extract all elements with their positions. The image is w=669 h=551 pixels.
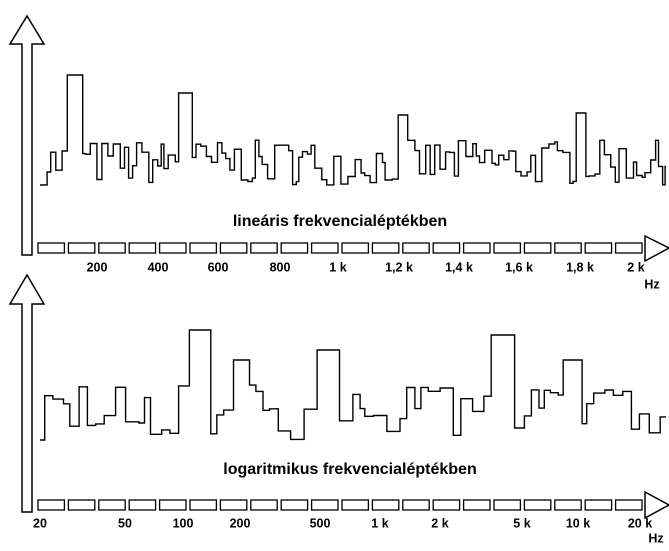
tick-label: 400 [148,260,169,274]
ruler-segment [584,499,613,511]
ruler-segment [341,242,370,254]
ruler-segment [67,499,96,511]
tick-label: 2 k [431,516,448,530]
ruler-segment [250,499,278,511]
ruler-segment [98,242,126,254]
linear-panel: lineáris frekvencialéptékben Hz 200 400 60… [8,14,669,291]
ruler-segment [310,499,339,511]
tick-label: 10 k [566,516,590,530]
ruler-segment [280,499,309,511]
ruler-segment [462,499,491,511]
frequency-arrow-head [644,234,669,263]
ruler-segment [250,242,278,254]
ruler-segment [67,242,96,254]
ruler-segment [310,242,339,254]
ruler-segment [462,242,491,254]
ruler-segment [371,242,400,254]
ruler-segment [523,499,552,511]
ruler-segment [493,242,522,254]
ruler-segment [402,242,430,254]
ruler-segment [158,242,187,254]
ruler-segment [158,499,187,511]
ruler-segment [493,499,522,511]
tick-label: 500 [310,516,331,530]
ruler-segment [128,242,157,254]
tick-label: 1 k [371,516,388,530]
ruler-segment [614,242,643,254]
tick-label: 200 [230,516,251,530]
ruler-segment [37,499,66,511]
ruler-segment [371,499,400,511]
tick-label: 600 [208,260,229,274]
caption: logaritmikus frekvencialéptékben [223,461,476,478]
tick-label: 1,6 k [505,260,533,274]
frequency-arrow-head [644,490,669,520]
ruler-segment [189,242,218,254]
tick-label: 1,2 k [385,260,413,274]
log-panel: logaritmikus frekvencialéptékben Hz 20 50… [8,273,669,545]
spectrum-trace [40,329,666,441]
ruler-segment [554,242,582,254]
ruler-segment [614,499,643,511]
ruler-segment [189,499,218,511]
tick-label: 1,4 k [445,260,473,274]
ruler-segment [584,242,613,254]
ruler-segment [219,242,248,254]
tick-label: 20 [33,516,47,530]
tick-label: 200 [87,260,108,274]
amplitude-arrow [8,273,46,513]
unit-label: Hz [648,531,663,545]
ruler-segment [128,499,157,511]
ruler-segment [554,499,582,511]
ruler-segment [402,499,430,511]
ruler-segment [341,499,370,511]
ruler-segment [432,499,461,511]
tick-label: 800 [270,260,291,274]
spectrum-trace [40,74,666,186]
ruler-segment [432,242,461,254]
amplitude-arrow [8,14,46,256]
ruler-segment [280,242,309,254]
tick-label: 20 k [628,516,652,530]
unit-label: Hz [644,277,659,291]
ruler-segment [98,499,126,511]
ruler-segment [523,242,552,254]
ruler-segment [219,499,248,511]
caption: lineáris frekvencialéptékben [233,213,447,230]
ruler-segment [37,242,66,254]
tick-label: 100 [173,516,194,530]
tick-label: 1,8 k [566,260,594,274]
tick-label: 1 k [329,260,346,274]
tick-label: 5 k [513,516,530,530]
tick-label: 2 k [627,260,644,274]
tick-label: 50 [118,516,132,530]
